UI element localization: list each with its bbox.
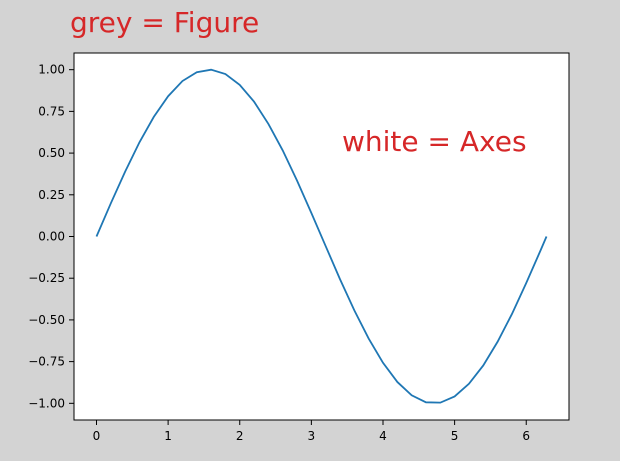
figure-annotation: grey = Figure (70, 6, 259, 39)
x-tick-label: 5 (451, 429, 459, 443)
x-tick-label: 0 (93, 429, 101, 443)
y-tick-label: 1.00 (38, 63, 65, 77)
x-tick-label: 2 (236, 429, 244, 443)
x-axis-ticks: 0 1 2 3 4 5 6 (93, 420, 530, 443)
x-tick-label: 6 (522, 429, 530, 443)
y-tick-label: 0.00 (38, 230, 65, 244)
y-tick-label: −0.75 (28, 355, 65, 369)
x-tick-label: 3 (308, 429, 316, 443)
x-tick-label: 1 (164, 429, 172, 443)
y-tick-label: −0.50 (28, 313, 65, 327)
x-tick-label: 4 (379, 429, 387, 443)
y-tick-label: −0.25 (28, 271, 65, 285)
y-axis-ticks: −1.00 −0.75 −0.50 −0.25 0.00 0.25 0.50 0.75 1.00 (28, 63, 74, 410)
axes-annotation: white = Axes (342, 125, 527, 158)
sine-series-line (95, 68, 548, 404)
y-tick-label: 0.75 (38, 104, 65, 118)
axes-frame (73, 52, 570, 421)
y-tick-label: 0.25 (38, 188, 65, 202)
y-tick-label: 0.50 (38, 146, 65, 160)
y-tick-label: −1.00 (28, 396, 65, 410)
